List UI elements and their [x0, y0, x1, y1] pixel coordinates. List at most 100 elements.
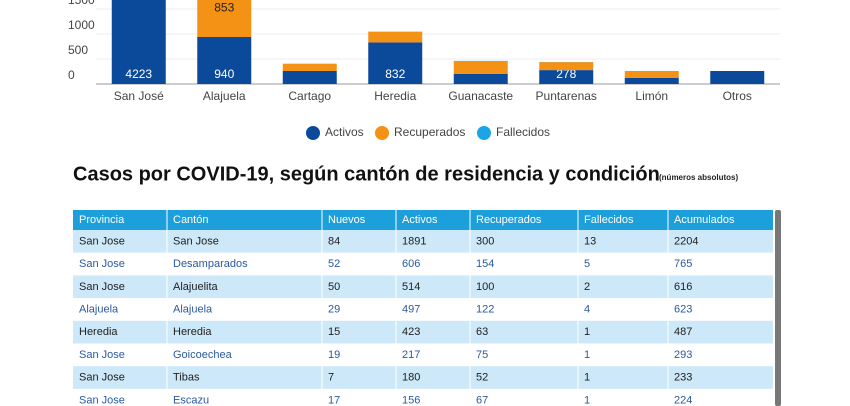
bar-segment	[624, 78, 679, 84]
table-cell: San Jose	[79, 372, 125, 384]
table-cell: 75	[476, 349, 488, 361]
table-row	[73, 230, 773, 253]
table-cell: 17	[328, 394, 340, 406]
table-cell: San Jose	[79, 281, 125, 293]
table-cell: 623	[674, 304, 692, 316]
y-tick-label: 500	[68, 43, 88, 57]
column-header: Cantón	[173, 214, 208, 226]
legend-marker	[306, 126, 320, 140]
table-cell: 154	[476, 258, 494, 270]
y-tick-label: 0	[68, 68, 75, 82]
table-cell: Heredia	[173, 326, 212, 338]
table-cell: 765	[674, 258, 692, 270]
bar-value-label: 278	[556, 67, 576, 81]
column-header: Activos	[402, 214, 438, 226]
bar-segment	[453, 74, 508, 84]
legend-label: Recuperados	[394, 125, 465, 139]
bar-segment	[368, 42, 423, 84]
table-cell: 84	[328, 235, 340, 247]
table-cell: 63	[476, 326, 488, 338]
table-cell: 1	[584, 372, 590, 384]
x-tick-label: San José	[114, 89, 164, 103]
table-row	[73, 366, 773, 389]
table-row	[73, 252, 773, 276]
x-tick-label: Otros	[723, 89, 752, 103]
table-cell: 180	[402, 372, 420, 384]
y-tick-label: 1500	[68, 0, 95, 7]
legend-marker	[477, 126, 491, 140]
table-cell: San Jose	[173, 235, 219, 247]
table-cell: 233	[674, 372, 692, 384]
table-cell: 13	[584, 235, 596, 247]
table-cell: San Jose	[79, 235, 125, 247]
table-cell: 50	[328, 281, 340, 293]
table-cell: Alajuela	[173, 304, 213, 316]
table-cell: 7	[328, 372, 334, 384]
table-cell: 100	[476, 281, 494, 293]
table-header	[73, 210, 773, 230]
table-title: Casos por COVID-19, según cantón de resi…	[73, 163, 660, 185]
table-cell: Desamparados	[173, 258, 248, 270]
x-tick-label: Guanacaste	[448, 89, 513, 103]
x-tick-label: Puntarenas	[536, 89, 597, 103]
table-cell: 217	[402, 349, 420, 361]
table-cell: 2204	[674, 235, 698, 247]
bar-value-label: 4223	[125, 67, 152, 81]
table-cell: 15	[328, 326, 340, 338]
table-row	[73, 343, 773, 367]
table-cell: 487	[674, 326, 692, 338]
bar-segment	[282, 71, 337, 84]
bar-segment	[710, 71, 765, 84]
bar-value-label: 853	[214, 1, 234, 15]
table-cell: 2	[584, 281, 590, 293]
bar-value-label: 940	[214, 67, 234, 81]
table-cell: Escazu	[173, 394, 209, 406]
bar-segment	[624, 71, 679, 78]
bar-segment	[197, 37, 252, 84]
table-cell: 156	[402, 394, 420, 406]
table-cell: 122	[476, 304, 494, 316]
table-cell: 19	[328, 349, 340, 361]
table-cell: 514	[402, 281, 420, 293]
table-cell: 52	[328, 258, 340, 270]
table-cell: 293	[674, 349, 692, 361]
legend-marker	[375, 126, 389, 140]
bar-segment	[539, 62, 594, 71]
x-tick-label: Limón	[635, 89, 668, 103]
column-header: Nuevos	[328, 214, 366, 226]
table-cell: 67	[476, 394, 488, 406]
column-header: Recuperados	[476, 214, 542, 226]
table-cell: 29	[328, 304, 340, 316]
table-cell: 606	[402, 258, 420, 270]
table-cell: Heredia	[79, 326, 118, 338]
x-tick-label: Cartago	[288, 89, 331, 103]
table-cell: Goicoechea	[173, 349, 233, 361]
table-cell: 4	[584, 304, 590, 316]
table-cell: 423	[402, 326, 420, 338]
table-cell: 1	[584, 326, 590, 338]
table-cell: 1891	[402, 235, 426, 247]
table-cell: 1	[584, 394, 590, 406]
table-cell: San Jose	[79, 349, 125, 361]
bar-segment	[453, 61, 508, 74]
table-cell: Alajuelita	[173, 281, 219, 293]
table-row	[73, 320, 773, 344]
table-cell: 616	[674, 281, 692, 293]
x-tick-label: Heredia	[374, 89, 416, 103]
bar-segment	[197, 0, 252, 38]
scrollbar[interactable]	[775, 210, 781, 406]
x-tick-label: Alajuela	[203, 89, 246, 103]
table-cell: 224	[674, 394, 692, 406]
bar-segment	[111, 0, 166, 84]
table-cell: San Jose	[79, 258, 125, 270]
bar-segment	[368, 31, 423, 43]
table-cell: Tibas	[173, 372, 200, 384]
table-cell: 497	[402, 304, 420, 316]
column-header: Provincia	[79, 214, 125, 226]
column-header: Fallecidos	[584, 214, 634, 226]
table-cell: Alajuela	[79, 304, 119, 316]
table-cell: 52	[476, 372, 488, 384]
table-cell: San Jose	[79, 394, 125, 406]
